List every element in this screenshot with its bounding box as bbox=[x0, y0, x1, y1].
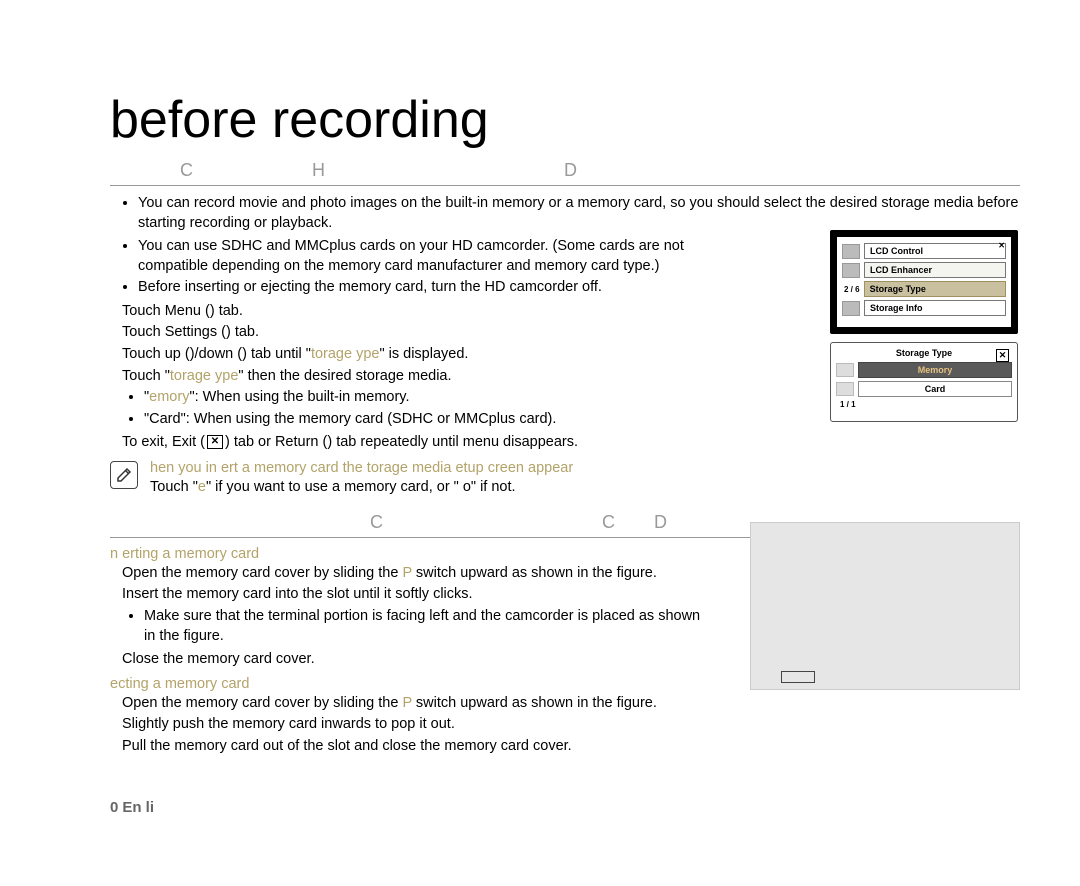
bullet: Make sure that the terminal portion is f… bbox=[144, 607, 710, 646]
page-footer: 0En li bbox=[110, 799, 154, 816]
section1-bullets-cont: You can use SDHC and MMCplus cards on yo… bbox=[110, 237, 750, 298]
section1-bullets: You can record movie and photo images on… bbox=[110, 194, 1020, 233]
lcd-scroll-button bbox=[842, 301, 860, 316]
close-icon: ✕ bbox=[998, 241, 1005, 250]
note-line2: Touch "e" if you want to use a memory ca… bbox=[150, 478, 750, 498]
note-line1: hen you in ert a memory card the torage … bbox=[150, 459, 750, 479]
insert-title: n erting a memory card bbox=[110, 546, 710, 562]
lcd2-scroll-button bbox=[836, 382, 854, 396]
bullet: You can use SDHC and MMCplus cards on yo… bbox=[138, 237, 750, 276]
note-row: hen you in ert a memory card the torage … bbox=[110, 459, 750, 498]
lcd-item-selected: Storage Type bbox=[864, 281, 1006, 297]
eject-title: ecting a memory card bbox=[110, 676, 710, 692]
insert-bullets: Make sure that the terminal portion is f… bbox=[116, 607, 710, 646]
lcd-item: LCD Control bbox=[864, 243, 1006, 259]
lcd2-scroll-button bbox=[836, 363, 854, 377]
insert-step3: Close the memory card cover. bbox=[122, 650, 710, 670]
bullet: Before inserting or ejecting the memory … bbox=[138, 278, 750, 298]
bullet: "emory": When using the built-in memory. bbox=[144, 388, 750, 408]
sub-bullets: "emory": When using the built-in memory.… bbox=[116, 388, 750, 429]
figure-label-box bbox=[781, 671, 815, 683]
lcd-item: LCD Enhancer bbox=[864, 262, 1006, 278]
lcd2-option: Card bbox=[858, 381, 1012, 397]
section1-heading: C H D bbox=[110, 160, 1020, 186]
pencil-icon bbox=[110, 461, 138, 489]
bullet: You can record movie and photo images on… bbox=[138, 194, 1020, 233]
lcd2-row: Memory bbox=[836, 362, 1012, 378]
bullet: "Card": When using the memory card (SDHC… bbox=[144, 410, 750, 430]
lcd-item: Storage Info bbox=[864, 300, 1006, 316]
insert-step1: Open the memory card cover by sliding th… bbox=[122, 564, 710, 584]
close-icon: ✕ bbox=[996, 349, 1009, 362]
lcd-scroll-button bbox=[842, 263, 860, 278]
lcd-storagetype-screen: Storage Type ✕ Memory Card 1 / 1 bbox=[830, 342, 1018, 422]
lcd-figures: ✕ LCD Control LCD Enhancer 2 / 6 Storage… bbox=[830, 230, 1020, 422]
lcd-row: Storage Info bbox=[842, 300, 1006, 316]
step-updown: Touch up ()/down () tab until "torage yp… bbox=[122, 345, 750, 365]
step-menu: Touch Menu () tab. bbox=[122, 302, 750, 322]
lcd-row: 2 / 6 Storage Type bbox=[842, 281, 1006, 297]
page-title: before recording bbox=[110, 90, 1020, 150]
insert-step2: Insert the memory card into the slot unt… bbox=[122, 585, 710, 605]
step-exit: To exit, Exit (✕) tab or Return () tab r… bbox=[122, 433, 750, 453]
step-settings: Touch Settings () tab. bbox=[122, 323, 750, 343]
lcd-scroll-button bbox=[842, 244, 860, 259]
step-storagetype: Touch "torage ype" then the desired stor… bbox=[122, 367, 750, 387]
lcd-row: LCD Control bbox=[842, 243, 1006, 259]
lcd2-title: Storage Type bbox=[836, 348, 1012, 358]
lcd-page: 2 / 6 bbox=[844, 285, 860, 294]
lcd-settings-screen: ✕ LCD Control LCD Enhancer 2 / 6 Storage… bbox=[830, 230, 1018, 334]
lcd-row: LCD Enhancer bbox=[842, 262, 1006, 278]
camcorder-figure-placeholder bbox=[750, 522, 1020, 690]
eject-step1: Open the memory card cover by sliding th… bbox=[122, 694, 710, 714]
exit-icon: ✕ bbox=[207, 435, 223, 449]
lcd2-row: Card bbox=[836, 381, 1012, 397]
lcd2-option-selected: Memory bbox=[858, 362, 1012, 378]
lcd2-page: 1 / 1 bbox=[840, 400, 1012, 409]
eject-step2: Slightly push the memory card inwards to… bbox=[122, 715, 710, 735]
eject-step3: Pull the memory card out of the slot and… bbox=[122, 737, 710, 757]
